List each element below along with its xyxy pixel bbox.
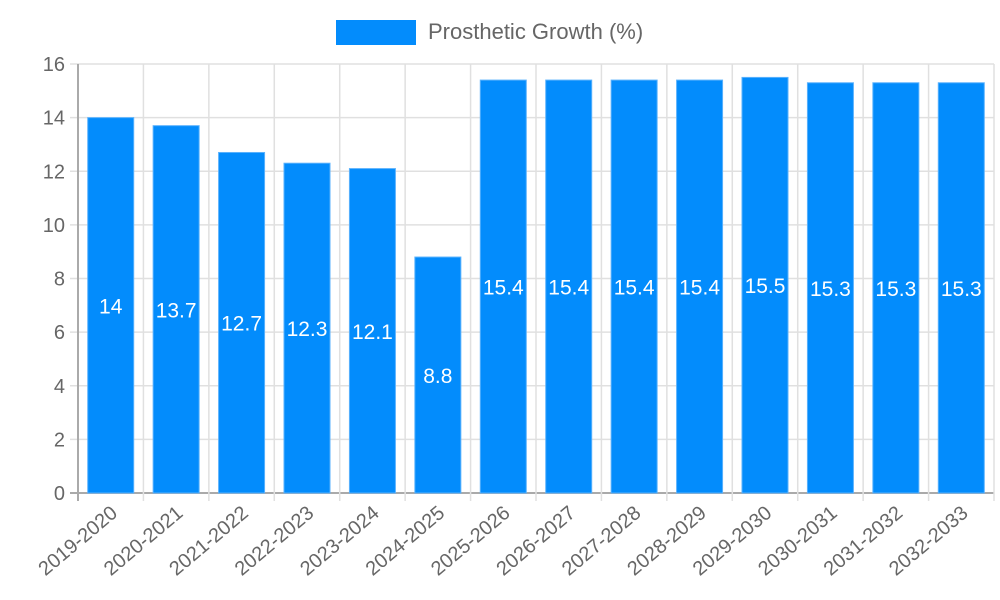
y-tick-label: 12 — [43, 161, 65, 183]
bar-value-label: 15.3 — [875, 278, 916, 301]
bar[interactable] — [348, 168, 396, 494]
bar[interactable] — [610, 79, 658, 494]
y-tick-label: 10 — [43, 215, 65, 237]
y-tick-label: 4 — [54, 376, 65, 398]
bar[interactable] — [479, 79, 527, 494]
bar[interactable] — [937, 82, 985, 494]
legend-swatch — [336, 19, 416, 45]
y-tick-label: 8 — [54, 269, 65, 291]
y-tick-label: 0 — [54, 483, 65, 505]
y-tick-label: 14 — [43, 108, 65, 130]
y-tick-label: 16 — [43, 54, 65, 76]
bar-value-label: 15.5 — [745, 275, 786, 298]
bar[interactable] — [806, 82, 854, 494]
bar[interactable] — [218, 151, 266, 494]
chart-legend[interactable]: Prosthetic Growth (%) — [336, 18, 643, 46]
bar[interactable] — [414, 256, 462, 494]
y-tick-label: 6 — [54, 322, 65, 344]
bar[interactable] — [283, 162, 331, 494]
bar-value-label: 15.4 — [548, 277, 589, 300]
bar-value-label: 8.8 — [423, 365, 452, 388]
bar[interactable] — [741, 76, 789, 494]
bar-value-label: 12.3 — [287, 318, 328, 341]
bar-value-label: 13.7 — [156, 299, 197, 322]
bar[interactable] — [872, 82, 920, 494]
bar-value-label: 15.4 — [483, 277, 524, 300]
bars: 14 13.7 12.7 12.3 12.1 8.8 15.4 15.4 15.4 15.4 15.… — [87, 76, 985, 494]
bar-value-label: 14 — [99, 295, 123, 318]
bar[interactable] — [87, 117, 135, 494]
bar[interactable] — [676, 79, 724, 494]
y-tick-label: 2 — [54, 429, 65, 451]
bar-value-label: 12.1 — [352, 321, 393, 344]
grid — [70, 63, 995, 501]
bar[interactable] — [545, 79, 593, 494]
bar-value-label: 15.4 — [679, 277, 720, 300]
bar[interactable] — [152, 125, 200, 494]
legend-label: Prosthetic Growth (%) — [428, 19, 644, 44]
bar-value-label: 15.3 — [810, 278, 851, 301]
bar-value-label: 15.4 — [614, 277, 655, 300]
bar-value-label: 12.7 — [221, 313, 262, 336]
bar-value-label: 15.3 — [941, 278, 982, 301]
